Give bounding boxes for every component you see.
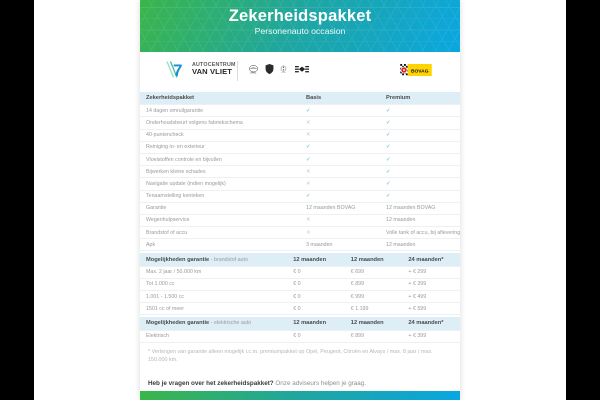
svg-text:BOVAG: BOVAG — [411, 68, 429, 74]
svg-text:7: 7 — [173, 61, 182, 79]
svg-text:OPEL: OPEL — [250, 72, 257, 74]
